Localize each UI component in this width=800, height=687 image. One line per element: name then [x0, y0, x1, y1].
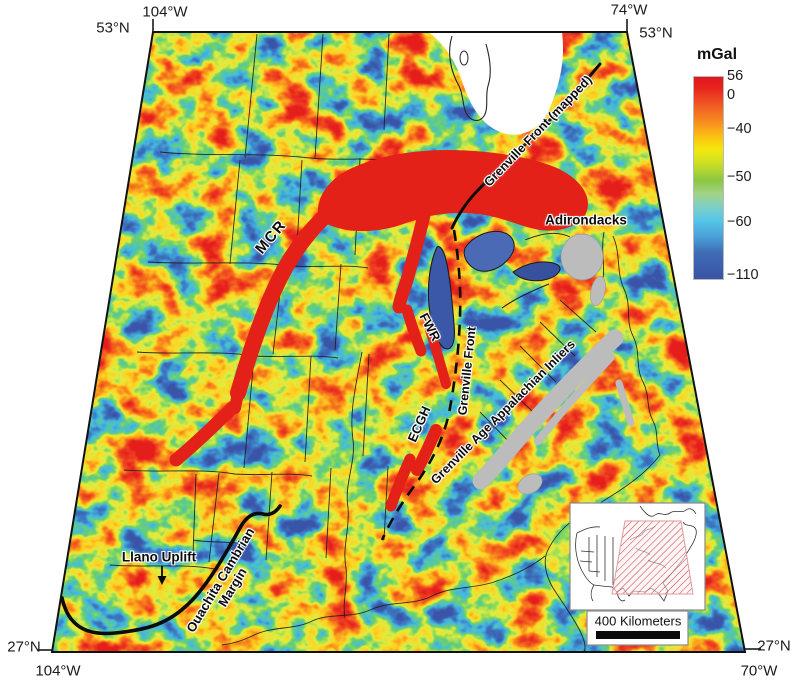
southern-rift-segment	[169, 400, 240, 467]
lake-michigan	[427, 246, 455, 350]
fwr-segment-1	[401, 304, 427, 357]
lake-huron	[463, 230, 515, 272]
ecgh-segment-1	[411, 424, 442, 476]
label-top-left-lat: 53°N	[96, 19, 130, 37]
inlier-patch	[517, 473, 543, 495]
label-top-right-lat: 53°N	[639, 24, 673, 42]
appalachian-inliers-band-3	[615, 379, 635, 427]
colorbar-tick-0: 0	[727, 87, 736, 103]
ecgh-segment-2	[385, 453, 416, 512]
lake-ontario	[512, 261, 561, 282]
label-adirondacks: Adirondacks	[545, 212, 627, 228]
label-llano-uplift: Llano Uplift	[121, 549, 197, 565]
label-bottom-right-lon: 70°W	[740, 662, 778, 680]
colorbar-tick-56: 56	[727, 68, 744, 84]
label-bottom-right-lat: 27°N	[757, 637, 791, 655]
colorbar	[693, 76, 724, 280]
ouachita-margin-line	[60, 504, 282, 636]
inset-locator-map	[569, 502, 706, 611]
james-bay-outline	[449, 35, 491, 122]
map-raster-group	[52, 32, 745, 652]
scale-bar-label: 400 Kilometers	[594, 613, 682, 629]
graticule-ticks	[37, 19, 761, 651]
mcr-superior-blob	[317, 150, 588, 232]
lake-erie	[501, 283, 550, 309]
mcr-east-arm	[392, 208, 431, 314]
state-boundaries	[109, 33, 661, 652]
colorbar-tick-m110: −110	[727, 267, 759, 283]
adirondacks-tail	[590, 275, 606, 307]
appalachian-inliers-band-2	[534, 353, 615, 445]
label-bottom-left-lon: 104°W	[35, 662, 81, 680]
label-bottom-left-lat: 27°N	[7, 638, 41, 656]
inset-study-area	[611, 520, 694, 595]
label-top-left-lon: 104°W	[142, 3, 188, 21]
llano-uplift-arrow	[157, 566, 167, 585]
grenville-front-dashed-line	[380, 229, 462, 541]
island-outline	[459, 50, 469, 66]
scale-bar	[586, 610, 689, 646]
colorbar-unit: mGal	[696, 46, 738, 63]
grenville-front-mapped-line	[450, 62, 602, 230]
fwr-segment-2	[425, 325, 451, 389]
scale-bar-rule	[596, 631, 680, 639]
adirondacks-shape	[560, 233, 604, 281]
rift-shapes	[169, 150, 588, 512]
appalachian-inliers-band	[472, 329, 624, 490]
colorbar-tick-m40: −40	[727, 121, 752, 137]
map-frame	[50, 31, 747, 653]
colorbar-tick-m50: −50	[727, 169, 752, 185]
inlier-shapes	[472, 233, 635, 495]
great-lakes	[427, 230, 561, 350]
colorbar-tick-m60: −60	[727, 214, 752, 230]
label-top-right-lon: 74°W	[610, 1, 648, 19]
